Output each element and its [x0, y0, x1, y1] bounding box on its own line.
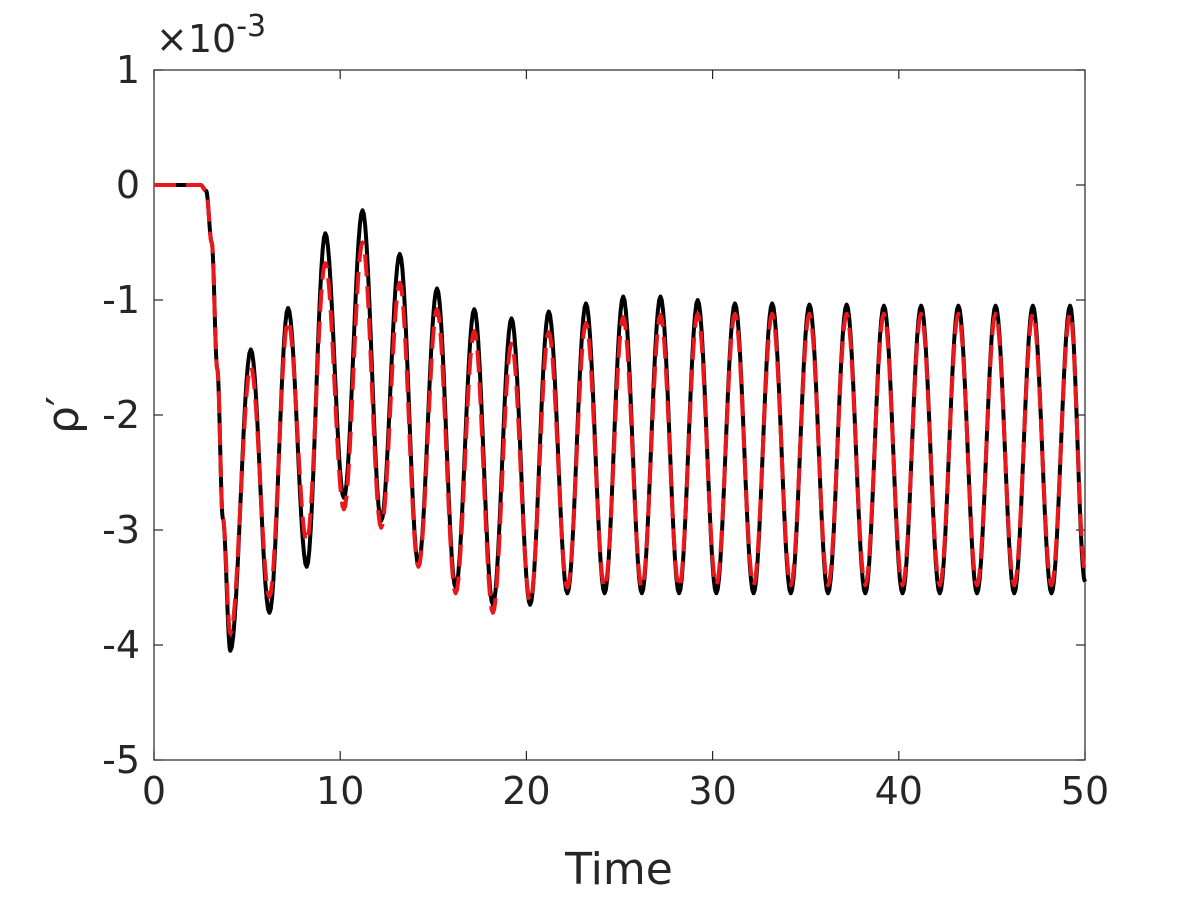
- x-tick-label: 50: [1061, 769, 1109, 813]
- x-tick-label: 40: [875, 769, 923, 813]
- y-tick-label: -5: [102, 738, 140, 782]
- y-exponent-power: -3: [236, 9, 266, 44]
- y-exponent-label: ×10-3: [156, 9, 266, 61]
- x-ticks: 0 10 20 30 40 50: [142, 70, 1109, 813]
- series-layer: [154, 183, 1087, 653]
- y-tick-label: 0: [116, 163, 140, 207]
- y-tick-label: -2: [102, 393, 140, 437]
- plot-frame: [153, 69, 1086, 761]
- y-tick-label: -3: [102, 508, 140, 552]
- x-tick-label: 20: [502, 769, 550, 813]
- series-line-dashed: [154, 183, 1087, 636]
- x-axis-label: Time: [564, 844, 673, 895]
- y-tick-label: -4: [102, 623, 140, 667]
- x-tick-label: 0: [142, 769, 166, 813]
- y-tick-label: 1: [116, 48, 140, 92]
- y-ticks: -5 -4 -3 -2 -1 0 1: [102, 48, 1085, 782]
- x-tick-label: 30: [688, 769, 736, 813]
- y-axis-label: ρ′: [38, 396, 89, 434]
- y-exponent-base: ×10: [156, 17, 236, 61]
- series-line-solid: [154, 183, 1087, 653]
- x-tick-label: 10: [316, 769, 364, 813]
- y-tick-label: -1: [102, 278, 140, 322]
